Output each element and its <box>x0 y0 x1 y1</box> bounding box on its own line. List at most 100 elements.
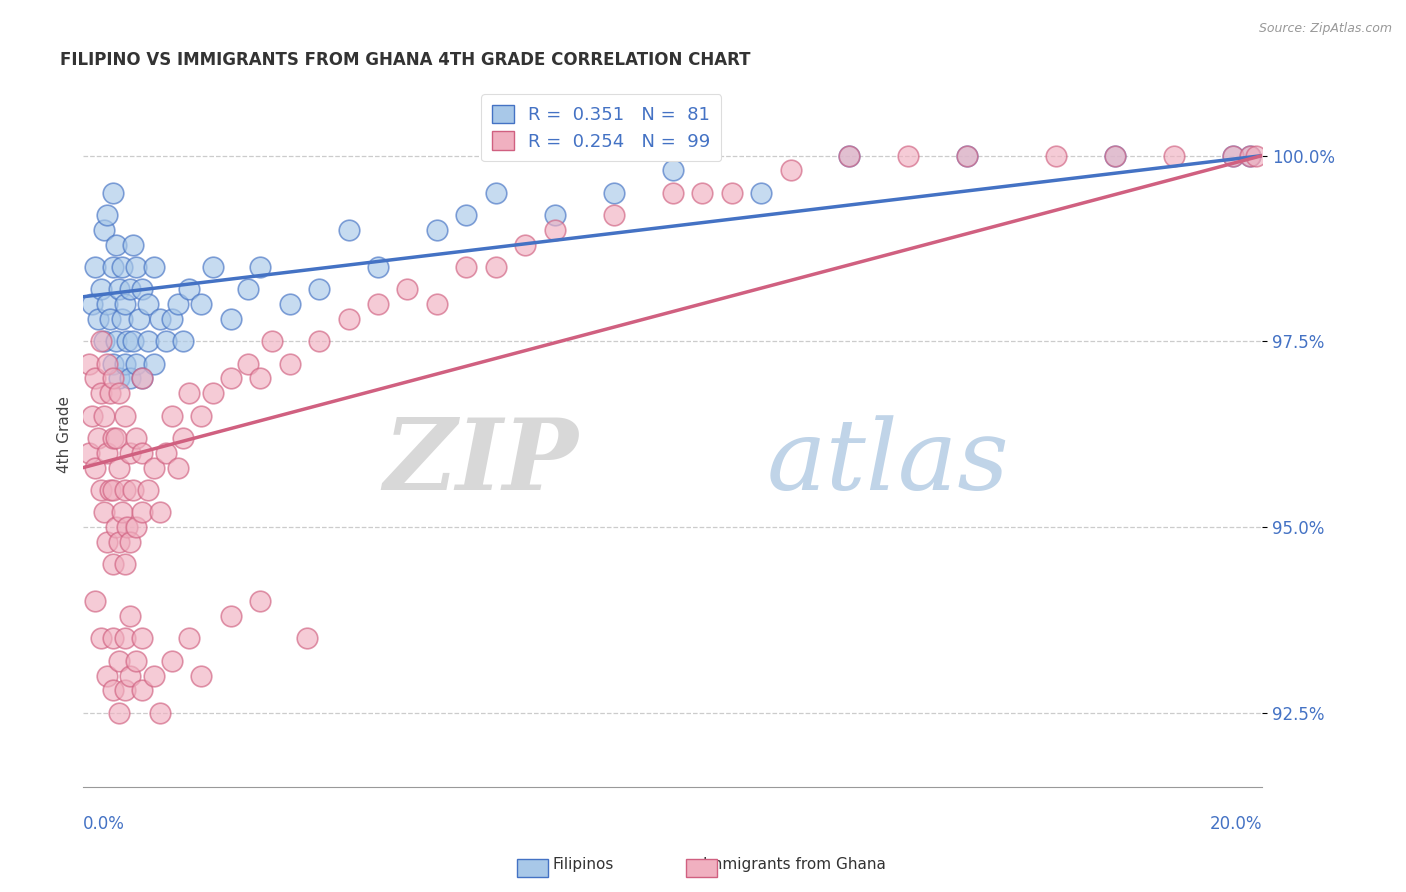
Point <box>367 260 389 274</box>
Point <box>125 260 148 274</box>
Point <box>179 632 201 646</box>
Point <box>1163 148 1185 162</box>
Point <box>603 208 626 222</box>
Point <box>107 706 129 720</box>
Point <box>308 334 330 349</box>
Text: FILIPINO VS IMMIGRANTS FROM GHANA 4TH GRADE CORRELATION CHART: FILIPINO VS IMMIGRANTS FROM GHANA 4TH GR… <box>59 51 751 69</box>
Text: atlas: atlas <box>766 415 1010 510</box>
Point <box>219 371 242 385</box>
Point <box>96 357 118 371</box>
Point <box>107 386 129 401</box>
Point <box>114 483 136 497</box>
Text: 20.0%: 20.0% <box>1209 815 1263 833</box>
Point <box>260 334 283 349</box>
Point <box>93 505 115 519</box>
Point <box>426 223 449 237</box>
Point <box>456 208 478 222</box>
Point <box>1045 148 1067 162</box>
Point <box>110 505 132 519</box>
Point <box>456 260 478 274</box>
Point <box>96 446 118 460</box>
Point <box>160 312 183 326</box>
Point <box>84 260 107 274</box>
Point <box>104 237 127 252</box>
Point <box>367 297 389 311</box>
Point <box>603 186 626 200</box>
Point <box>249 260 271 274</box>
Text: Immigrants from Ghana: Immigrants from Ghana <box>703 857 886 872</box>
Point <box>125 520 148 534</box>
Point <box>426 297 449 311</box>
Point <box>219 312 242 326</box>
Point <box>173 431 195 445</box>
Point <box>160 654 183 668</box>
Point <box>77 357 100 371</box>
Point <box>125 654 148 668</box>
Point <box>122 237 145 252</box>
Point <box>87 431 110 445</box>
Point <box>131 632 153 646</box>
Point <box>120 609 142 624</box>
Point <box>84 460 107 475</box>
Point <box>120 534 142 549</box>
Point <box>179 282 201 296</box>
Point <box>107 282 129 296</box>
Point <box>1239 148 1261 162</box>
Point <box>104 334 127 349</box>
Point <box>101 260 124 274</box>
Text: Filipinos: Filipinos <box>553 857 614 872</box>
Point <box>131 446 153 460</box>
Point <box>87 312 110 326</box>
Point <box>485 186 508 200</box>
Point <box>107 534 129 549</box>
Point <box>1104 148 1126 162</box>
Point <box>90 386 112 401</box>
Point <box>114 409 136 423</box>
Point <box>125 357 148 371</box>
Point <box>131 282 153 296</box>
Point <box>1104 148 1126 162</box>
Point <box>136 297 159 311</box>
Point <box>1222 148 1244 162</box>
Point <box>101 357 124 371</box>
Point <box>131 505 153 519</box>
Point <box>249 371 271 385</box>
Point <box>690 186 713 200</box>
Point <box>155 446 177 460</box>
Point <box>143 357 166 371</box>
Point <box>122 483 145 497</box>
Point <box>77 446 100 460</box>
Point <box>128 312 150 326</box>
Point <box>101 483 124 497</box>
Y-axis label: 4th Grade: 4th Grade <box>58 396 72 473</box>
Text: 0.0%: 0.0% <box>83 815 125 833</box>
Point <box>117 334 139 349</box>
Text: Source: ZipAtlas.com: Source: ZipAtlas.com <box>1258 22 1392 36</box>
Point <box>155 334 177 349</box>
Point <box>190 409 212 423</box>
Point <box>201 260 224 274</box>
Point <box>96 534 118 549</box>
Point <box>98 312 121 326</box>
Point <box>661 163 683 178</box>
Point <box>219 609 242 624</box>
Point <box>120 446 142 460</box>
Point <box>190 668 212 682</box>
Point <box>149 312 172 326</box>
Point <box>173 334 195 349</box>
Point <box>661 186 683 200</box>
Point <box>110 260 132 274</box>
Point <box>515 237 537 252</box>
Point <box>122 334 145 349</box>
Point <box>1222 148 1244 162</box>
Point <box>107 654 129 668</box>
Point <box>114 557 136 571</box>
Point <box>131 371 153 385</box>
Point <box>101 186 124 200</box>
Point <box>249 594 271 608</box>
Point <box>278 357 301 371</box>
Point <box>238 357 260 371</box>
Point <box>337 223 360 237</box>
Point <box>1244 148 1267 162</box>
Point <box>93 223 115 237</box>
